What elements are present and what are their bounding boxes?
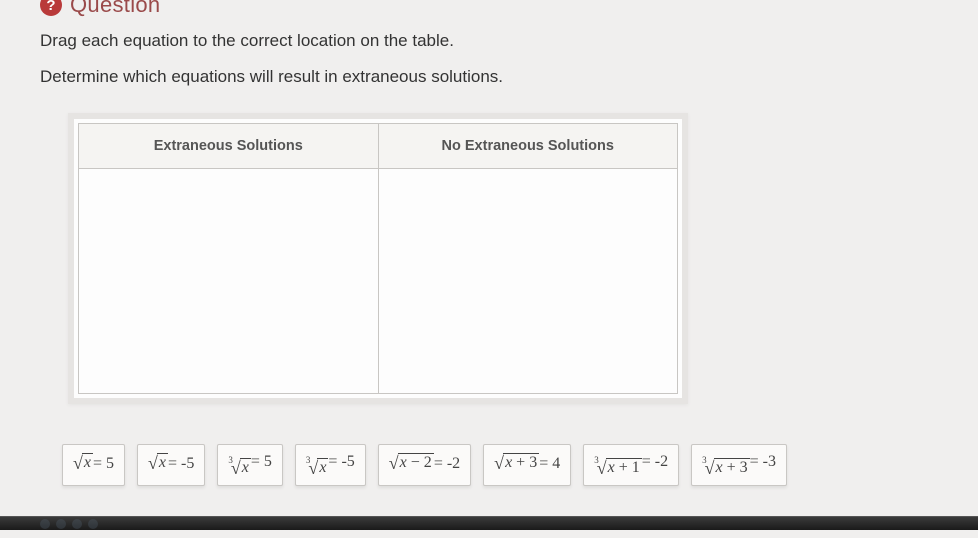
radical-icon: √	[705, 459, 715, 477]
equation-tile[interactable]: 3√x = -5	[295, 444, 366, 486]
equation-rhs: = -5	[168, 455, 194, 473]
question-mark-icon: ?	[40, 0, 62, 16]
equation-tile[interactable]: 3√x = 5	[217, 444, 283, 486]
equation-tiles-tray: √x = 5√x = -53√x = 53√x = -5√x − 2 = -2√…	[62, 444, 950, 486]
classification-table: Extraneous Solutions No Extraneous Solut…	[78, 123, 678, 394]
equation-rhs: = -2	[434, 455, 460, 473]
radicand: x	[82, 453, 93, 472]
equation-tile[interactable]: 3√x + 1 = -2	[583, 444, 679, 486]
equation-tile[interactable]: 3√x + 3 = -3	[691, 444, 787, 486]
radicand: x	[240, 458, 251, 477]
equation-rhs: = 5	[93, 455, 114, 473]
equation-rhs: = 5	[251, 453, 272, 471]
col-header-extraneous: Extraneous Solutions	[79, 123, 379, 168]
question-header: ? Question	[40, 0, 950, 18]
classification-table-frame: Extraneous Solutions No Extraneous Solut…	[68, 113, 688, 404]
radical-icon: √	[389, 454, 399, 472]
equation-tile[interactable]: √x + 3 = 4	[483, 444, 571, 486]
equation-rhs: = -3	[750, 453, 776, 471]
radicand: x + 3	[714, 458, 750, 477]
radical-icon: √	[231, 459, 241, 477]
col-header-no-extraneous: No Extraneous Solutions	[378, 123, 678, 168]
radical-icon: √	[494, 454, 504, 472]
radicand: x + 1	[606, 458, 642, 477]
radical-icon: √	[148, 454, 158, 472]
radical-icon: √	[597, 459, 607, 477]
equation-rhs: = -2	[642, 453, 668, 471]
equation-tile[interactable]: √x − 2 = -2	[378, 444, 471, 486]
question-title: Question	[70, 0, 160, 18]
equation-rhs: = 4	[539, 455, 560, 473]
radicand: x − 2	[398, 453, 434, 472]
radical-icon: √	[308, 459, 318, 477]
radical-icon: √	[73, 454, 83, 472]
radicand: x	[317, 458, 328, 477]
instruction-line-1: Drag each equation to the correct locati…	[40, 28, 950, 54]
dropzone-no-extraneous[interactable]	[378, 168, 678, 393]
instruction-line-2: Determine which equations will result in…	[40, 64, 950, 90]
equation-rhs: = -5	[328, 453, 354, 471]
os-dock	[0, 516, 978, 530]
radicand: x	[157, 453, 168, 472]
equation-tile[interactable]: √x = 5	[62, 444, 125, 486]
equation-tile[interactable]: √x = -5	[137, 444, 205, 486]
dropzone-extraneous[interactable]	[79, 168, 379, 393]
radicand: x + 3	[503, 453, 539, 472]
